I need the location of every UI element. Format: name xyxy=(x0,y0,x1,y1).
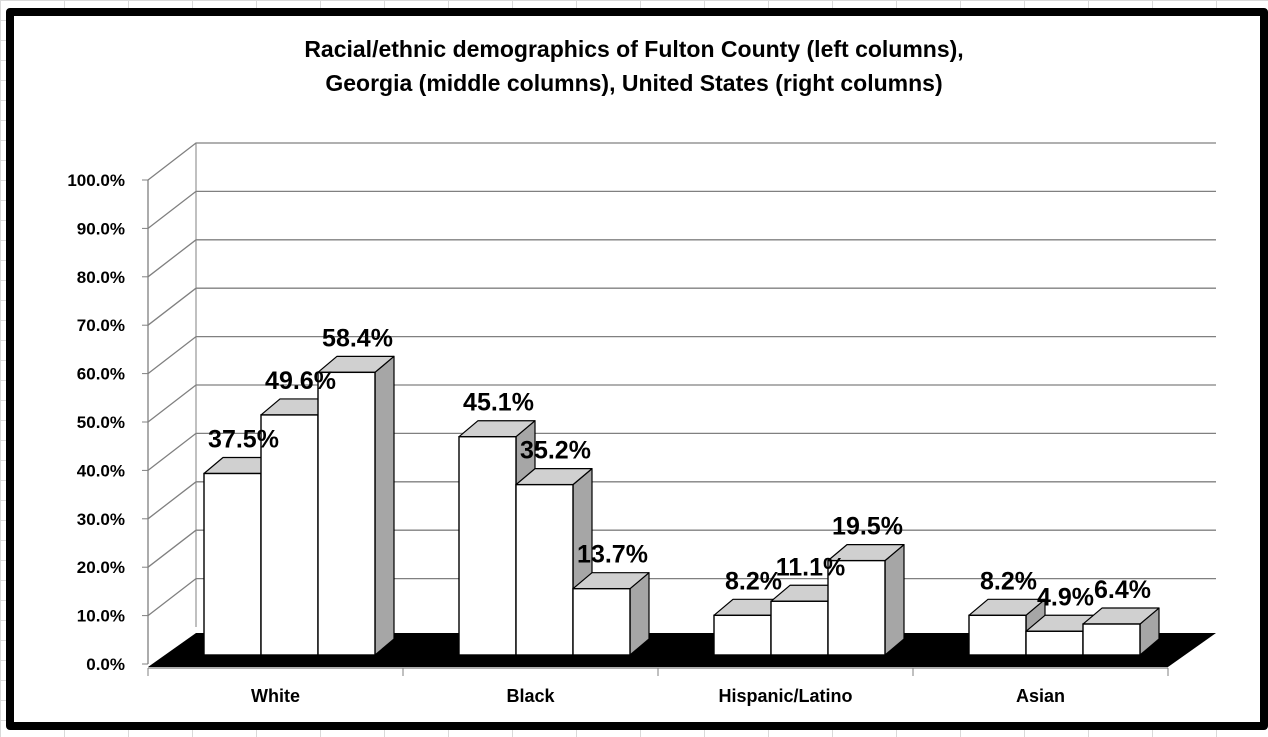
bar-front-face xyxy=(827,559,886,656)
data-label: 19.5% xyxy=(832,513,903,541)
data-label: 35.2% xyxy=(520,437,591,465)
y-tick-label: 30.0% xyxy=(77,510,125,529)
gridline xyxy=(147,239,1216,278)
data-label: 37.5% xyxy=(208,426,279,454)
floor-plane xyxy=(148,633,1216,667)
data-labels: 37.5%49.6%58.4%45.1%35.2%13.7%8.2%11.1%1… xyxy=(208,324,1151,611)
y-tick-label: 80.0% xyxy=(77,268,125,287)
gridline xyxy=(147,142,1216,181)
gridline xyxy=(147,481,1216,520)
bar-front-face xyxy=(770,600,829,656)
gridline xyxy=(147,335,1216,375)
data-label: 58.4% xyxy=(322,324,393,352)
gridline xyxy=(147,529,1216,568)
x-category-label: Asian xyxy=(1016,686,1065,706)
bar-front-face xyxy=(515,483,574,656)
data-label: 4.9% xyxy=(1037,583,1094,611)
data-label: 8.2% xyxy=(980,567,1037,595)
bar-front-face xyxy=(713,614,772,656)
chart-title-line: Georgia (middle columns), United States … xyxy=(325,70,942,96)
bar-front-face xyxy=(1025,630,1084,656)
data-label: 13.7% xyxy=(577,541,648,569)
data-label: 11.1% xyxy=(776,553,846,581)
gridlines xyxy=(147,142,1216,617)
gridline xyxy=(147,432,1216,471)
bar-front-face xyxy=(203,472,262,656)
y-tick-label: 70.0% xyxy=(77,316,125,335)
x-category-label: Black xyxy=(506,686,555,706)
y-tick-label: 0.0% xyxy=(86,655,125,674)
x-category-label: Hispanic/Latino xyxy=(718,686,852,706)
bar-side-face xyxy=(884,544,905,656)
bar-front-face xyxy=(1082,623,1141,656)
bar xyxy=(317,355,395,656)
bar-front-face xyxy=(458,436,517,656)
data-label: 6.4% xyxy=(1094,576,1151,604)
y-tick-label: 100.0% xyxy=(67,171,125,190)
y-tick-label: 50.0% xyxy=(77,413,125,432)
data-label: 49.6% xyxy=(265,367,336,395)
bar xyxy=(827,544,905,656)
y-tick-label: 60.0% xyxy=(77,365,125,384)
bar-front-face xyxy=(968,614,1027,656)
gridline xyxy=(147,287,1216,326)
bar-front-face xyxy=(572,587,631,656)
data-label: 8.2% xyxy=(725,567,782,595)
gridline xyxy=(147,384,1216,423)
y-tick-label: 40.0% xyxy=(77,461,125,480)
bar xyxy=(572,572,650,656)
bar-front-face xyxy=(317,371,376,656)
axes: 0.0% 10.0% 20.0% 30.0% 40.0% 50.0% 60.0% 70.0% 8… xyxy=(67,171,1169,706)
chart-title-line: Racial/ethnic demographics of Fulton Cou… xyxy=(304,36,963,62)
gridline xyxy=(147,190,1216,229)
chart-floor xyxy=(148,633,1216,667)
chart-title: Racial/ethnic demographics of Fulton Cou… xyxy=(304,36,963,96)
data-label: 45.1% xyxy=(463,389,534,417)
bar-front-face xyxy=(260,414,319,656)
y-tick-label: 10.0% xyxy=(77,607,125,626)
bar xyxy=(1082,607,1160,656)
bar-side-face xyxy=(374,355,395,656)
y-tick-label: 90.0% xyxy=(77,219,125,238)
bars xyxy=(203,355,1160,656)
y-tick-label: 20.0% xyxy=(77,558,125,577)
x-category-label: White xyxy=(251,686,300,706)
